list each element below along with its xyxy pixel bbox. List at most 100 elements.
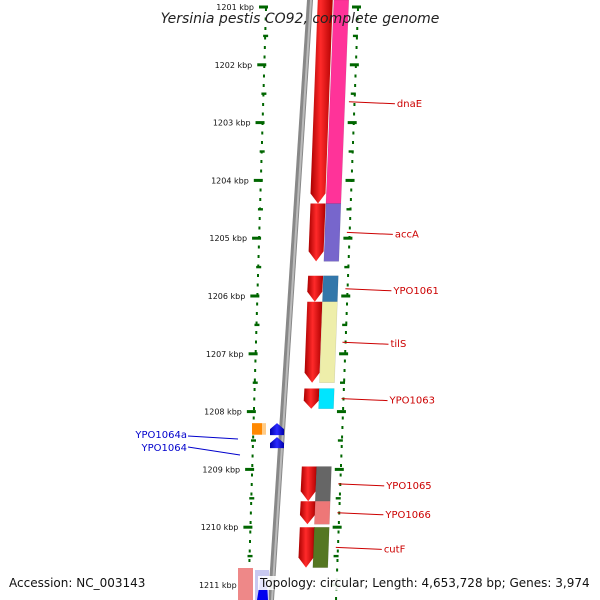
kbp-tick-label: 1205 kbp	[209, 234, 247, 243]
scale-dot	[356, 27, 359, 30]
scale-dot	[251, 464, 254, 467]
scale-dot	[263, 55, 266, 59]
scale-dot	[248, 549, 251, 553]
scale-dot	[348, 245, 351, 249]
scale-dot	[260, 169, 263, 173]
cog-block-YPO1066	[314, 500, 331, 525]
scale-dot	[257, 245, 260, 249]
kbp-tick-left	[245, 467, 255, 471]
scale-dot	[339, 464, 342, 467]
scale-dot	[355, 36, 358, 40]
kbp-tick-right	[341, 294, 351, 298]
scale-dot	[346, 283, 349, 287]
scale-dot	[262, 103, 265, 106]
kbp-minor-tick	[344, 265, 350, 269]
kbp-tick-right	[345, 178, 355, 182]
scale-dot	[344, 331, 347, 334]
kbp-minor-tick	[256, 265, 262, 269]
label-connector	[348, 101, 395, 105]
scale-dot	[260, 141, 263, 144]
kbp-tick-right	[347, 121, 357, 125]
scale-dot	[259, 188, 262, 192]
kbp-minor-tick	[254, 323, 260, 327]
scale-dot	[249, 511, 252, 515]
scale-dot	[337, 530, 340, 534]
cog-block-YPO1063	[318, 388, 335, 409]
kbp-tick-left	[248, 352, 258, 356]
cog-block-accA	[323, 203, 342, 262]
scale-dot	[257, 255, 260, 258]
kbp-minor-tick	[342, 323, 348, 327]
scale-dot	[256, 274, 259, 277]
cog-block-cutF	[312, 526, 330, 568]
scale-dot	[259, 198, 262, 201]
kbp-tick-left	[243, 525, 253, 529]
gene-features	[238, 0, 350, 600]
kbp-tick-left	[253, 178, 263, 182]
scale-dot	[347, 274, 350, 277]
scale-dot	[263, 65, 266, 68]
kbp-tick-left	[255, 121, 265, 125]
backbone	[268, 0, 313, 600]
scale-dot	[349, 198, 352, 201]
label-connector	[187, 435, 239, 440]
scale-dot	[345, 312, 348, 315]
scale-dot	[262, 84, 265, 87]
kbp-tick-right	[343, 236, 353, 240]
gene-label-YPO1065: YPO1065	[385, 481, 431, 492]
cds-arrow-YPO1064a-2	[270, 437, 284, 449]
kbp-minor-tick	[247, 554, 253, 558]
scale-dot	[339, 473, 342, 477]
scale-dot	[336, 568, 339, 572]
scale-dot	[352, 131, 355, 135]
scale-dot	[261, 112, 264, 116]
kbp-minor-tick	[261, 92, 267, 95]
scale-dot	[343, 369, 346, 372]
kbp-tick-left	[252, 236, 262, 240]
scale-dot	[352, 141, 355, 144]
cog-block-YPO1065	[314, 466, 332, 502]
scale-dot	[356, 8, 359, 11]
scale-dot	[343, 359, 346, 363]
gene-label-dnaE: dnaE	[397, 99, 422, 110]
kbp-minor-tick	[333, 554, 339, 558]
scale-dot	[253, 378, 256, 382]
scale-dot	[258, 217, 261, 220]
scale-dot	[354, 84, 357, 87]
scale-dot	[338, 502, 341, 505]
scale-dot	[354, 65, 357, 68]
kbp-tick-label: 1204 kbp	[211, 176, 249, 185]
kbp-tick-right	[336, 410, 346, 414]
gene-label-YPO1064a: YPO1064a	[134, 430, 187, 441]
gene-label-YPO1066: YPO1066	[384, 510, 430, 521]
kbp-tick-label: 1207 kbp	[206, 350, 244, 359]
scale-dot	[342, 407, 345, 410]
scale-dot	[339, 483, 342, 486]
label-connector	[346, 231, 393, 235]
kbp-tick-right	[349, 63, 359, 67]
kbp-tick-left	[257, 63, 267, 67]
label-connector	[337, 512, 384, 516]
scale-dot	[248, 559, 251, 562]
scale-dot	[249, 530, 252, 534]
scale-dot	[260, 160, 263, 163]
kbp-tick-label: 1201 kbp	[216, 3, 254, 12]
gene-label-YPO1063: YPO1063	[389, 396, 435, 407]
kbp-minor-tick	[252, 381, 258, 384]
scale-dot	[355, 55, 358, 59]
cds-arrow-YPO1063	[303, 388, 320, 409]
label-connector	[342, 341, 389, 345]
scale-dot	[353, 112, 356, 116]
scale-dot	[345, 321, 348, 325]
scale-dot	[255, 312, 258, 315]
kbp-tick-right	[332, 525, 342, 529]
scale-dot	[355, 46, 358, 49]
scale-dot	[251, 473, 254, 477]
kbp-tick-right	[352, 5, 361, 9]
scale-dot	[254, 359, 257, 363]
kbp-minor-tick	[352, 34, 358, 38]
scale-dot	[249, 540, 252, 543]
scale-dot	[343, 378, 346, 382]
scale-dot	[340, 445, 343, 448]
kbp-tick-label: 1202 kbp	[215, 61, 253, 70]
